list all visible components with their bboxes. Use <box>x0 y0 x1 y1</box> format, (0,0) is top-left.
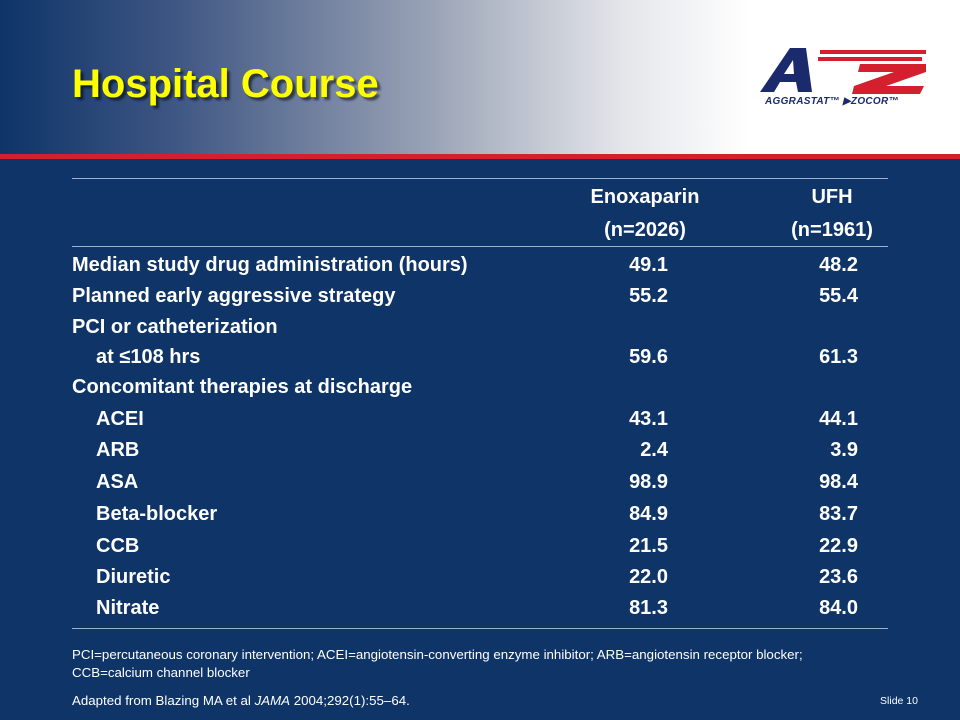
row-label-acei: ACEI <box>96 408 144 430</box>
cell-enoxaparin: 55.2 <box>629 285 668 307</box>
cell-enoxaparin: 43.1 <box>629 408 668 430</box>
row-label-median-drug-admin: Median study drug administration (hours) <box>72 254 468 276</box>
citation-prefix: Adapted from Blazing MA et al <box>72 693 255 708</box>
cell-ufh: 61.3 <box>819 346 858 368</box>
column-subheader-enoxaparin-n: (n=2026) <box>604 219 686 241</box>
column-subheader-ufh-n: (n=1961) <box>791 219 873 241</box>
cell-enoxaparin: 22.0 <box>629 566 668 588</box>
citation-suffix: 2004;292(1):55–64. <box>290 693 410 708</box>
atoz-logo-icon <box>760 48 926 94</box>
table-bottom-rule <box>72 628 888 629</box>
cell-ufh: 23.6 <box>819 566 858 588</box>
column-header-enoxaparin: Enoxaparin <box>590 186 700 208</box>
row-label-asa: ASA <box>96 471 139 493</box>
row-label-arb: ARB <box>96 439 140 461</box>
cell-enoxaparin: 21.5 <box>629 535 668 557</box>
cell-ufh: 55.4 <box>819 285 858 307</box>
row-label-suffix: 108 hrs <box>130 346 201 368</box>
cell-ufh: 48.2 <box>819 254 858 276</box>
cell-ufh: 98.4 <box>819 471 858 493</box>
cell-enoxaparin: 49.1 <box>629 254 668 276</box>
cell-ufh: 44.1 <box>819 408 858 430</box>
cell-ufh: 3.9 <box>830 439 858 461</box>
citation-journal: JAMA <box>254 693 291 708</box>
cell-enoxaparin: 2.4 <box>640 439 668 461</box>
row-label-prefix: at <box>96 346 120 368</box>
abbreviations-footnote: PCI=percutaneous coronary intervention; … <box>72 647 803 680</box>
row-label-early-aggressive: Planned early aggressive strategy <box>72 285 396 307</box>
logo-tagline: AGGRASTAT™ ▶ZOCOR™ <box>765 96 899 107</box>
logo-to-text: to <box>820 72 836 89</box>
accent-rule <box>0 154 960 159</box>
cell-enoxaparin: 84.9 <box>629 503 668 525</box>
table-header-rule <box>72 246 888 247</box>
cell-ufh: 84.0 <box>819 597 858 619</box>
row-label-diuretic: Diuretic <box>96 566 171 588</box>
cell-enoxaparin: 98.9 <box>629 471 668 493</box>
table-top-rule <box>72 178 888 179</box>
cell-enoxaparin: 81.3 <box>629 597 668 619</box>
row-label-beta-blocker: Beta-blocker <box>96 503 218 525</box>
source-citation: Adapted from Blazing MA et al JAMA 2004;… <box>72 693 410 708</box>
column-header-ufh: UFH <box>811 186 853 208</box>
row-label-ccb: CCB <box>96 535 140 557</box>
slide-number: Slide 10 <box>880 695 918 707</box>
row-label-pci-108hrs: at ≤108 hrs <box>96 346 200 369</box>
slide-title: Hospital Course <box>72 62 379 106</box>
cell-enoxaparin: 59.6 <box>629 346 668 368</box>
row-label-concomitant: Concomitant therapies at discharge <box>72 376 413 398</box>
row-label-pci: PCI or catheterization <box>72 316 278 338</box>
row-label-nitrate: Nitrate <box>96 597 160 619</box>
cell-ufh: 22.9 <box>819 535 858 557</box>
cell-ufh: 83.7 <box>819 503 858 525</box>
less-than-or-equal-symbol: ≤ <box>119 346 131 368</box>
